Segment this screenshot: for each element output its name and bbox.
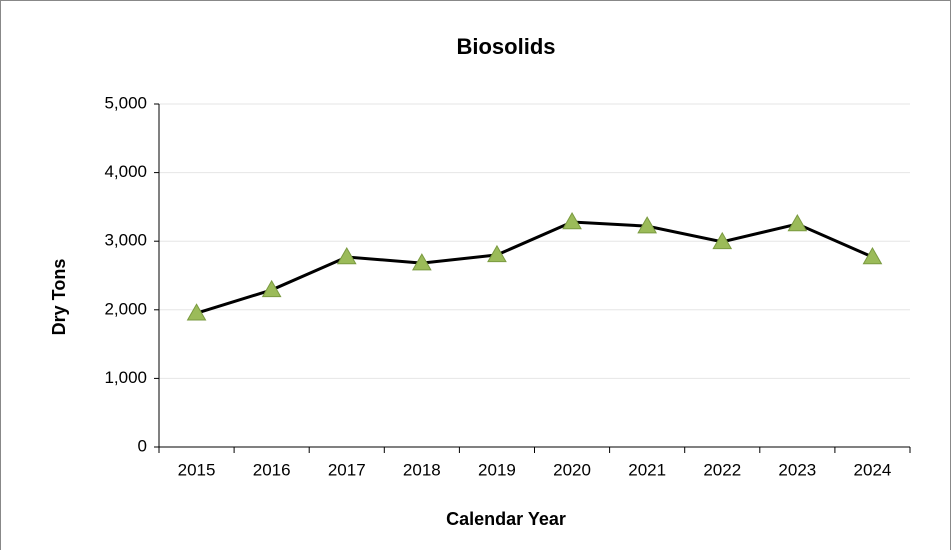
data-marker (487, 244, 507, 263)
x-tick-label: 2016 (253, 460, 291, 479)
x-tick-label: 2018 (403, 460, 441, 479)
data-marker (186, 303, 207, 321)
x-tick-label: 2019 (478, 460, 516, 479)
y-tick-label: 3,000 (104, 231, 147, 250)
data-marker (411, 253, 432, 271)
data-marker (787, 214, 808, 232)
data-marker (336, 246, 357, 265)
x-tick-label: 2021 (628, 460, 666, 479)
x-tick-label: 2023 (778, 460, 816, 479)
y-tick-label: 1,000 (104, 368, 147, 387)
y-tick-label: 2,000 (104, 299, 147, 318)
y-axis-label: Dry Tons (49, 259, 69, 336)
x-tick-label: 2020 (553, 460, 591, 479)
x-axis-label: Calendar Year (446, 509, 566, 529)
data-marker (712, 231, 733, 250)
data-marker (562, 211, 582, 230)
y-tick-label: 4,000 (104, 162, 147, 181)
data-marker (261, 279, 282, 298)
y-tick-label: 5,000 (104, 93, 147, 112)
x-tick-label: 2024 (854, 460, 892, 479)
x-tick-label: 2022 (703, 460, 741, 479)
data-marker (637, 216, 658, 234)
x-tick-label: 2015 (178, 460, 216, 479)
y-tick-label: 0 (138, 436, 147, 455)
data-marker (862, 246, 883, 265)
chart-title: Biosolids (456, 34, 555, 59)
x-tick-label: 2017 (328, 460, 366, 479)
data-line (196, 220, 874, 315)
